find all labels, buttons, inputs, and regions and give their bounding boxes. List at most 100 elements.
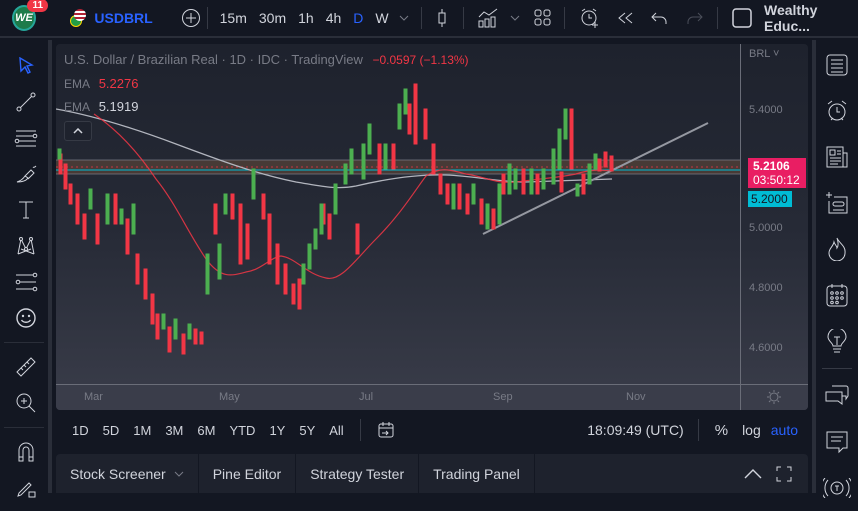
maximize-panel-button[interactable] — [776, 466, 792, 482]
range-5d[interactable]: 5D — [102, 422, 120, 438]
price-label: 4.8000 — [749, 282, 783, 294]
interval-1h[interactable]: 1h — [298, 10, 314, 26]
magnet-tool[interactable] — [0, 434, 52, 470]
tab-pine-editor[interactable]: Pine Editor — [199, 454, 297, 493]
lightbulb-icon — [827, 329, 847, 353]
indicators-icon — [478, 8, 498, 28]
layout-select-checkbox[interactable] — [732, 0, 752, 37]
price-change: −0.0597 (−1.13%) — [372, 53, 469, 67]
interval-w[interactable]: W — [375, 10, 389, 26]
brush-tool[interactable] — [0, 156, 52, 192]
percent-toggle[interactable]: % — [714, 421, 729, 439]
trendline-drawing[interactable] — [482, 122, 709, 235]
square-icon — [732, 8, 752, 28]
chevron-down-icon — [510, 15, 520, 21]
collapse-legend-button[interactable] — [64, 121, 92, 141]
broadcast-icon — [823, 478, 851, 498]
layout-name[interactable]: Wealthy Educ... — [764, 2, 818, 34]
price-label: 5.4000 — [749, 104, 783, 116]
redo-icon — [687, 12, 703, 24]
zoom-in-tool[interactable] — [0, 385, 52, 421]
interval-30m[interactable]: 30m — [258, 10, 287, 26]
intervals-dropdown[interactable] — [399, 0, 409, 37]
goto-date-button[interactable] — [377, 421, 395, 439]
text-tool[interactable] — [0, 192, 52, 228]
compare-add-button[interactable] — [181, 0, 201, 37]
news-button[interactable] — [816, 134, 858, 180]
time-axis[interactable]: Mar May Jul Sep Nov — [56, 384, 808, 410]
prediction-tool[interactable] — [0, 264, 52, 300]
alerts-button[interactable] — [816, 88, 858, 134]
chart-settings-button[interactable] — [766, 389, 782, 405]
rewind-icon — [618, 12, 633, 24]
price-label: 4.6000 — [749, 342, 783, 354]
interval-15m[interactable]: 15m — [219, 10, 247, 26]
indicators-dropdown[interactable] — [510, 0, 520, 37]
hotlists-button[interactable] — [816, 226, 858, 272]
range-all[interactable]: All — [329, 422, 344, 438]
chats-button[interactable] — [816, 373, 858, 419]
interval-4h[interactable]: 4h — [325, 10, 342, 26]
range-1d[interactable]: 1D — [72, 422, 89, 438]
chart-type-button[interactable] — [432, 0, 454, 37]
chart-pane[interactable]: U.S. Dollar / Brazilian Real · 1D · IDC … — [56, 44, 808, 410]
range-1m[interactable]: 1M — [133, 422, 152, 438]
add-alert-button[interactable] — [579, 0, 601, 37]
price-axis[interactable]: BRL ˅ 5.4000 5.0000 4.8000 4.6000 — [740, 44, 808, 384]
ema-fast-value: 5.2276 — [98, 76, 139, 91]
watchlist-button[interactable] — [816, 42, 858, 88]
tab-trading-panel[interactable]: Trading Panel — [419, 454, 535, 493]
layouts-button[interactable] — [534, 0, 552, 37]
auto-toggle[interactable]: auto — [770, 422, 798, 438]
ema-fast-legend[interactable]: EMA 5.2276 — [64, 76, 139, 91]
chevron-up-icon — [73, 128, 83, 134]
range-6m[interactable]: 6M — [197, 422, 216, 438]
interval-d[interactable]: D — [353, 10, 364, 26]
tab-strategy-tester[interactable]: Strategy Tester — [296, 454, 420, 493]
range-3m[interactable]: 3M — [165, 422, 184, 438]
range-5y[interactable]: 5Y — [299, 422, 316, 438]
brush-icon — [16, 165, 37, 183]
price-chart[interactable] — [56, 44, 740, 384]
range-ytd[interactable]: YTD — [229, 422, 256, 438]
date-range-bar: 1D 5D 1M 3M 6M YTD 1Y 5Y All 18:09:49 (U… — [56, 412, 808, 448]
fib-tool[interactable] — [0, 120, 52, 156]
calendar-button[interactable] — [816, 272, 858, 318]
smiley-icon — [16, 308, 36, 328]
alarm-clock-icon — [827, 100, 847, 121]
add-watchlist-button[interactable] — [816, 180, 858, 226]
measure-tool[interactable] — [0, 349, 52, 385]
undo-button[interactable] — [649, 0, 669, 37]
grid-icon — [534, 9, 551, 26]
trendline-tool[interactable] — [0, 84, 52, 120]
cursor-tool[interactable] — [0, 48, 52, 84]
replay-button[interactable] — [615, 0, 635, 37]
indicators-button[interactable] — [476, 0, 500, 37]
pattern-tool[interactable] — [0, 228, 52, 264]
top-toolbar: WE 11 USDBRL 15m 30m 1h 4h D W Wealthy Ed… — [0, 0, 858, 38]
bar-countdown: 03:50:12 — [753, 173, 800, 187]
log-toggle[interactable]: log — [742, 422, 761, 438]
ema-fast-line — [93, 113, 613, 279]
undo-icon — [651, 12, 667, 24]
expand-panel-button[interactable] — [744, 468, 762, 479]
redo-button[interactable] — [685, 0, 705, 37]
message-icon — [826, 431, 848, 454]
add-list-icon — [826, 192, 848, 214]
chevron-up-icon — [744, 468, 762, 478]
ema-slow-legend[interactable]: EMA 5.1919 — [64, 99, 139, 114]
magnet-icon — [18, 442, 34, 462]
user-avatar[interactable]: WE 11 — [12, 0, 49, 31]
utc-clock[interactable]: 18:09:49 (UTC) — [587, 422, 684, 438]
chart-legend: U.S. Dollar / Brazilian Real · 1D · IDC … — [64, 52, 469, 67]
icons-tool[interactable] — [0, 300, 52, 336]
streams-button[interactable] — [816, 465, 858, 511]
tab-stock-screener[interactable]: Stock Screener — [56, 454, 199, 493]
lock-drawings-tool[interactable] — [0, 470, 52, 506]
range-1y[interactable]: 1Y — [269, 422, 286, 438]
currency-selector[interactable]: BRL ˅ — [749, 48, 780, 60]
symbol-search[interactable]: USDBRL — [94, 10, 153, 26]
messages-button[interactable] — [816, 419, 858, 465]
ideas-button[interactable] — [816, 318, 858, 364]
drawing-toolbar — [0, 40, 52, 498]
